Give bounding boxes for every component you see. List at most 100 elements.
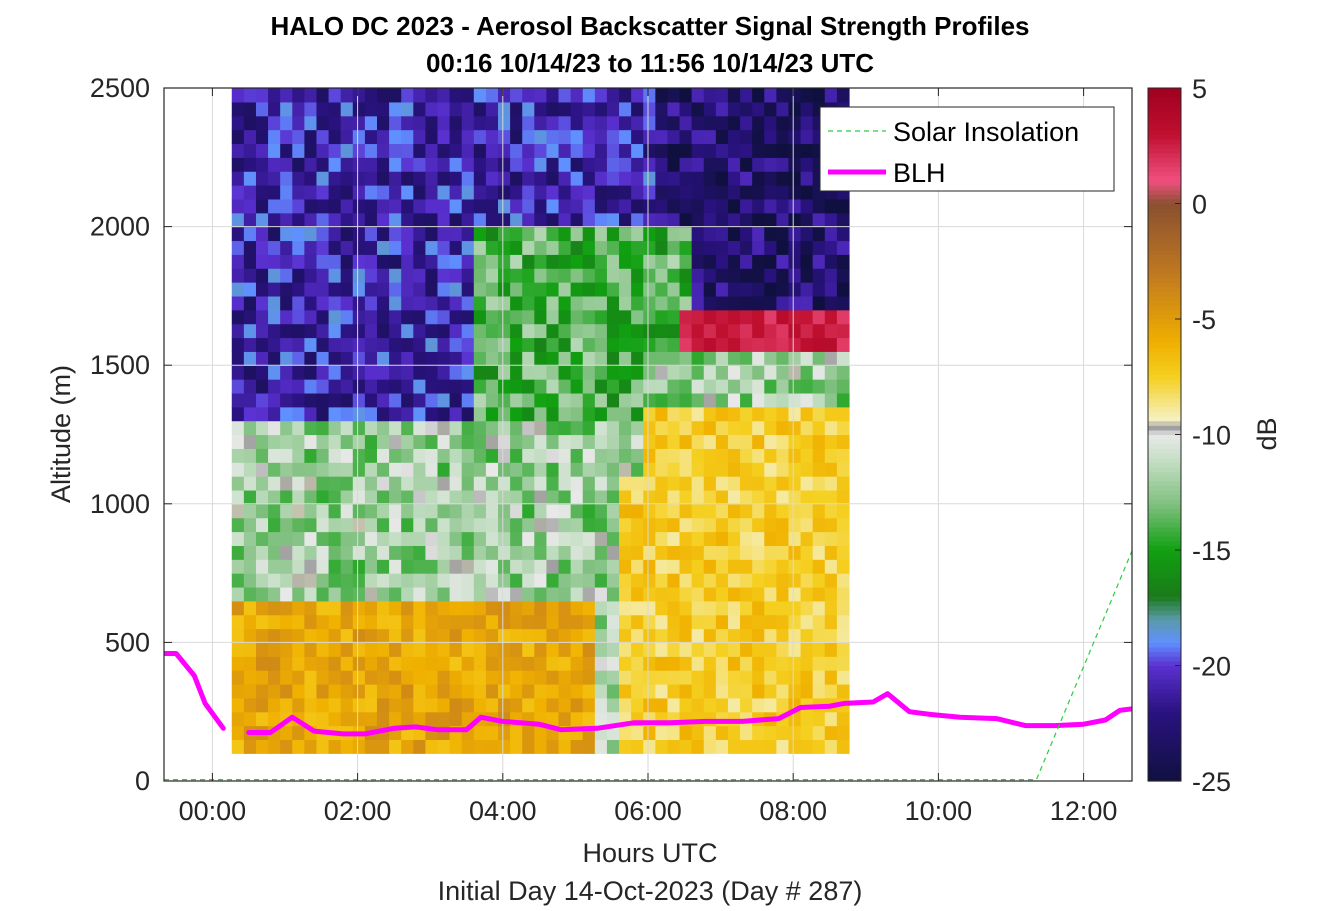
heatmap-cell bbox=[740, 434, 753, 449]
x-tick-label: 12:00 bbox=[1050, 796, 1118, 826]
heatmap-cell bbox=[413, 586, 426, 602]
heatmap-cell bbox=[582, 143, 596, 158]
heatmap-cell bbox=[498, 157, 511, 172]
heatmap-cell bbox=[558, 268, 572, 283]
heatmap-cell bbox=[582, 545, 596, 560]
heatmap-cell bbox=[691, 268, 705, 283]
heatmap-cell bbox=[679, 670, 693, 685]
heatmap-cell bbox=[473, 157, 487, 172]
heatmap-cell bbox=[703, 586, 717, 602]
colorbar-segment bbox=[1148, 111, 1181, 117]
heatmap-cell bbox=[243, 323, 257, 339]
heatmap-cell bbox=[740, 185, 753, 200]
heatmap-cell bbox=[740, 309, 753, 325]
heatmap-cell bbox=[316, 185, 330, 200]
heatmap-cell bbox=[437, 365, 451, 380]
heatmap-cell bbox=[679, 586, 693, 602]
heatmap-cell bbox=[788, 434, 802, 449]
heatmap-cell bbox=[727, 614, 741, 630]
heatmap-cell bbox=[376, 240, 390, 255]
heatmap-cell bbox=[619, 295, 632, 311]
heatmap-cell bbox=[389, 656, 402, 671]
heatmap-cell bbox=[425, 739, 439, 754]
heatmap-cell bbox=[570, 157, 584, 172]
heatmap-cell bbox=[776, 697, 790, 713]
heatmap-cell bbox=[280, 531, 293, 546]
heatmap-cell bbox=[836, 559, 850, 574]
heatmap-cell bbox=[473, 462, 487, 477]
colorbar-segment bbox=[1148, 249, 1181, 255]
heatmap-cell bbox=[364, 670, 378, 685]
heatmap-cell bbox=[485, 351, 499, 366]
heatmap-cell bbox=[437, 337, 451, 352]
heatmap-cell bbox=[764, 517, 777, 533]
heatmap-cell bbox=[631, 226, 644, 242]
legend-box bbox=[819, 106, 1115, 192]
heatmap-cell bbox=[703, 392, 717, 408]
heatmap-cell bbox=[727, 392, 741, 408]
heatmap-cell bbox=[764, 642, 777, 657]
heatmap-cell bbox=[461, 656, 475, 671]
heatmap-cell bbox=[340, 697, 354, 713]
heatmap-cell bbox=[679, 198, 693, 214]
heatmap-cell bbox=[352, 101, 366, 117]
heatmap-cell bbox=[691, 295, 705, 311]
heatmap-cell bbox=[643, 101, 656, 117]
heatmap-cell bbox=[473, 642, 487, 657]
heatmap-cell bbox=[836, 670, 850, 685]
heatmap-cell bbox=[570, 642, 584, 657]
heatmap-cell bbox=[631, 628, 644, 643]
heatmap-cell bbox=[268, 115, 281, 131]
heatmap-cell bbox=[268, 476, 281, 491]
heatmap-cell bbox=[655, 115, 669, 131]
heatmap-cell bbox=[461, 489, 475, 505]
heatmap-cell bbox=[498, 351, 511, 366]
heatmap-cell bbox=[401, 295, 414, 311]
heatmap-cell bbox=[752, 531, 765, 546]
heatmap-cell bbox=[316, 157, 330, 172]
heatmap-cell bbox=[280, 600, 293, 616]
heatmap-cell bbox=[800, 240, 814, 255]
heatmap-cell bbox=[764, 198, 777, 214]
heatmap-cell bbox=[413, 309, 426, 325]
heatmap-cell bbox=[243, 406, 257, 422]
heatmap-cell bbox=[498, 531, 511, 546]
heatmap-cell bbox=[376, 185, 390, 200]
heatmap-cell bbox=[655, 683, 669, 699]
heatmap-cell bbox=[461, 670, 475, 685]
heatmap-cell bbox=[800, 476, 814, 491]
heatmap-cell bbox=[582, 254, 596, 269]
heatmap-cell bbox=[836, 517, 850, 533]
heatmap-cell bbox=[558, 462, 572, 477]
heatmap-cell bbox=[691, 476, 705, 491]
heatmap-cell bbox=[473, 101, 487, 117]
heatmap-cell bbox=[268, 198, 281, 214]
colorbar-segment bbox=[1148, 767, 1181, 773]
heatmap-cell bbox=[389, 448, 402, 463]
heatmap-cell bbox=[582, 517, 596, 533]
heatmap-cell bbox=[534, 115, 548, 131]
colorbar-segment bbox=[1148, 660, 1181, 667]
heatmap-cell bbox=[425, 240, 439, 255]
heatmap-cell bbox=[449, 88, 463, 103]
heatmap-cell bbox=[606, 739, 620, 754]
heatmap-cell bbox=[401, 379, 414, 394]
heatmap-cell bbox=[776, 254, 790, 269]
heatmap-cell bbox=[836, 226, 850, 242]
heatmap-cell bbox=[691, 683, 705, 699]
heatmap-cell bbox=[655, 143, 669, 158]
heatmap-cell bbox=[292, 115, 305, 131]
heatmap-cell bbox=[498, 656, 511, 671]
heatmap-cell bbox=[800, 448, 814, 463]
heatmap-cell bbox=[268, 143, 281, 158]
heatmap-cell bbox=[401, 656, 414, 671]
heatmap-cell bbox=[691, 739, 705, 754]
heatmap-cell bbox=[231, 171, 245, 186]
heatmap-cell bbox=[655, 88, 669, 103]
heatmap-cell bbox=[413, 212, 426, 228]
heatmap-cell bbox=[243, 295, 257, 311]
heatmap-cell bbox=[546, 614, 560, 630]
heatmap-cell bbox=[425, 309, 439, 325]
heatmap-cell bbox=[401, 600, 414, 616]
heatmap-cell bbox=[643, 462, 656, 477]
